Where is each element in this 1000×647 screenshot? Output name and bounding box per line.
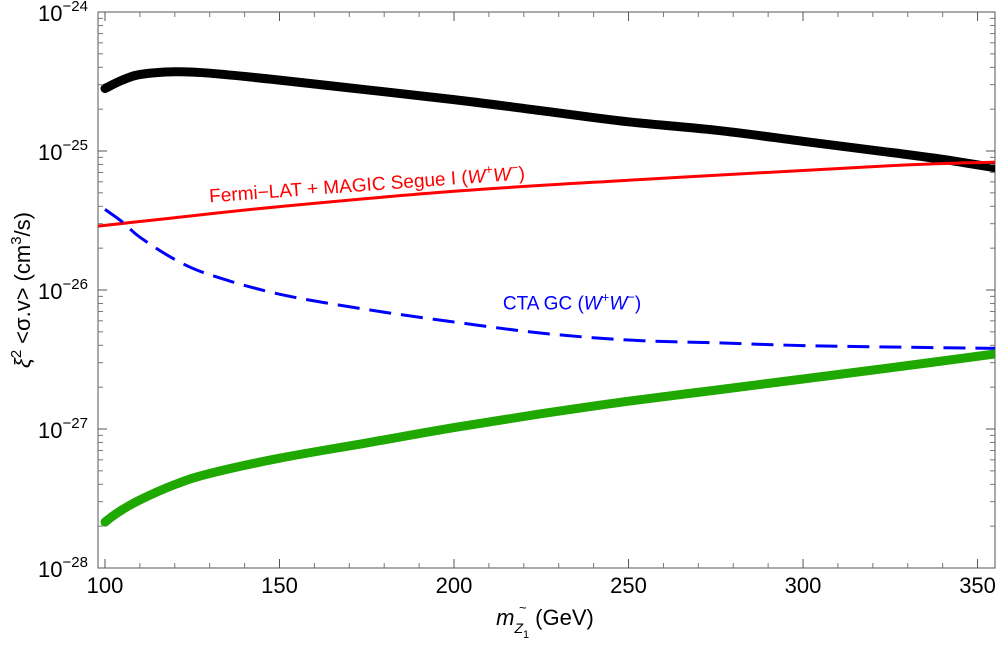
series-layer — [98, 67, 995, 527]
y-tick-label: 10−26 — [38, 276, 88, 304]
y-tick-label: 10−28 — [38, 554, 88, 582]
tick-layer: 100 150 200 250 300 350 10−24 10−25 10−26 10−27 10… — [38, 0, 996, 598]
x-axis-label: mZ1 (GeV) — [496, 605, 594, 641]
series-1-line — [98, 160, 995, 228]
y-tick-label: 10−25 — [38, 137, 88, 165]
y-tick-label: 10−27 — [38, 415, 88, 443]
x-tick-label: 200 — [436, 573, 473, 598]
series-3-line — [100, 349, 995, 527]
y-axis-label-unit-post: /s) — [10, 212, 35, 236]
annotation-1: CTA GC (W+W−) — [503, 289, 641, 314]
x-tick-label: 300 — [785, 573, 822, 598]
y-axis-label-unit-pre: (cm — [10, 245, 35, 282]
x-tick-label: 350 — [959, 573, 996, 598]
x-tick-label: 100 — [87, 573, 124, 598]
y-axis-label-xi: ξ — [10, 357, 35, 368]
series-0-line — [100, 67, 995, 173]
series-2-line — [104, 208, 995, 350]
x-axis-label-m: m — [496, 605, 514, 630]
y-axis-label: ξ2 <σ.v> (cm3/s) — [8, 212, 35, 368]
y-axis-label-xi-exp: 2 — [8, 350, 25, 358]
x-axis-label-subsub: 1 — [523, 629, 529, 641]
x-axis-label-unit: (GeV) — [535, 605, 594, 630]
x-tick-label: 150 — [261, 573, 298, 598]
x-axis-label-sub: Z — [513, 620, 523, 636]
x-tick-label: 250 — [610, 573, 647, 598]
y-axis-label-unit-exp: 3 — [8, 236, 25, 244]
y-axis-label-bracket: <σ.v> — [10, 287, 35, 343]
x-axis-label-tilde: ~ — [519, 600, 527, 615]
y-tick-label: 10−24 — [38, 0, 88, 26]
